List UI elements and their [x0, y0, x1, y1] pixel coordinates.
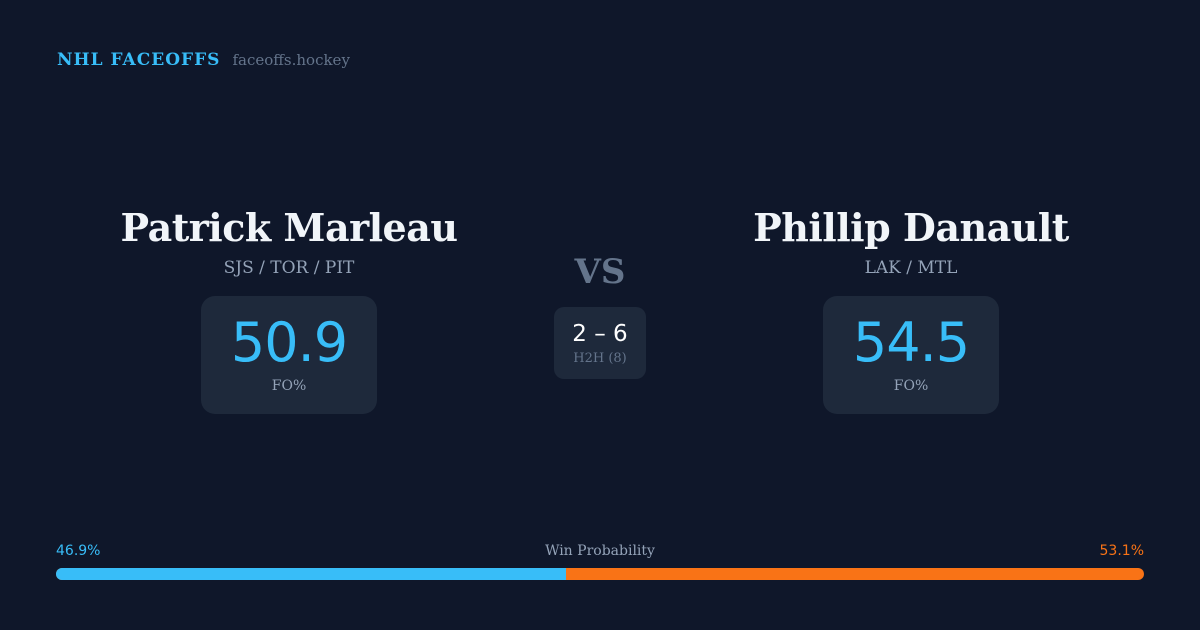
- vs-label: VS: [574, 252, 626, 292]
- right-probability: 53.1%: [1099, 543, 1144, 559]
- fo-label: FO%: [271, 378, 307, 394]
- fo-card: 50.9 FO%: [201, 296, 377, 414]
- player-teams: SJS / TOR / PIT: [223, 258, 355, 278]
- left-probability: 46.9%: [56, 543, 101, 559]
- fo-label: FO%: [893, 378, 929, 394]
- player-left: Patrick Marleau SJS / TOR / PIT 50.9 FO%: [79, 205, 499, 414]
- fo-value: 50.9: [230, 311, 348, 374]
- player-right: Phillip Danault LAK / MTL 54.5 FO%: [701, 205, 1121, 414]
- h2h-score: 2 – 6: [572, 320, 628, 347]
- h2h-label: H2H (8): [573, 350, 627, 366]
- win-probability: 46.9% Win Probability 53.1%: [56, 543, 1144, 580]
- h2h-card: 2 – 6 H2H (8): [554, 307, 646, 379]
- probability-bar: [56, 568, 1144, 580]
- brand-title: NHL FACEOFFS: [57, 50, 221, 70]
- player-teams: LAK / MTL: [864, 258, 958, 278]
- brand: NHL FACEOFFS faceoffs.hockey: [57, 50, 350, 70]
- fo-value: 54.5: [852, 311, 970, 374]
- probability-label: Win Probability: [545, 543, 655, 559]
- probability-bar-left: [56, 568, 567, 580]
- fo-card: 54.5 FO%: [823, 296, 999, 414]
- brand-url: faceoffs.hockey: [232, 51, 350, 69]
- player-name: Phillip Danault: [753, 205, 1069, 250]
- player-name: Patrick Marleau: [120, 205, 458, 250]
